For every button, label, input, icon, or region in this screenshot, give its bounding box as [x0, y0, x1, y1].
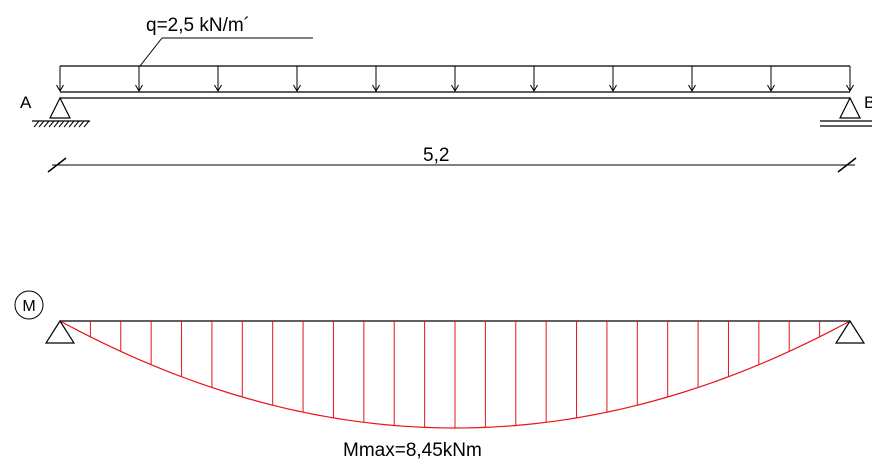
distributed-load: q=2,5 kN/m´ [56, 15, 854, 92]
load-arrow [609, 66, 617, 92]
moment-max-label: Mmax=8,45kNm [343, 440, 482, 461]
support-a: A [20, 93, 90, 128]
load-arrows [56, 66, 854, 92]
load-arrow [451, 66, 459, 92]
load-arrow [530, 66, 538, 92]
pinned-support-icon [32, 96, 90, 128]
load-leader-line [139, 37, 163, 67]
load-arrow [372, 66, 380, 92]
load-arrow [846, 66, 854, 92]
load-arrow [293, 66, 301, 92]
load-arrow [688, 66, 696, 92]
load-arrow [56, 66, 64, 92]
load-arrow [767, 66, 775, 92]
moment-support-left-icon [44, 319, 76, 344]
span-label: 5,2 [423, 145, 449, 166]
moment-support-right-icon [834, 319, 866, 344]
dimension-tick-left [47, 157, 67, 173]
moment-symbol: M [14, 290, 44, 320]
moment-symbol-label: M [22, 298, 35, 315]
moment-curve [59, 320, 851, 429]
load-arrow [135, 66, 143, 92]
load-label: q=2,5 kN/m´ [146, 15, 250, 36]
roller-support-icon [820, 96, 872, 127]
support-b-label: B [864, 93, 872, 112]
moment-diagram: M Mmax=8,45kNm [14, 290, 866, 461]
span-dimension: 5,2 [47, 145, 857, 173]
support-b: B [820, 93, 872, 127]
beam [60, 91, 850, 99]
load-arrow [214, 66, 222, 92]
moment-hatch [89, 321, 821, 428]
dimension-tick-right [837, 157, 857, 173]
support-a-label: A [20, 93, 32, 112]
